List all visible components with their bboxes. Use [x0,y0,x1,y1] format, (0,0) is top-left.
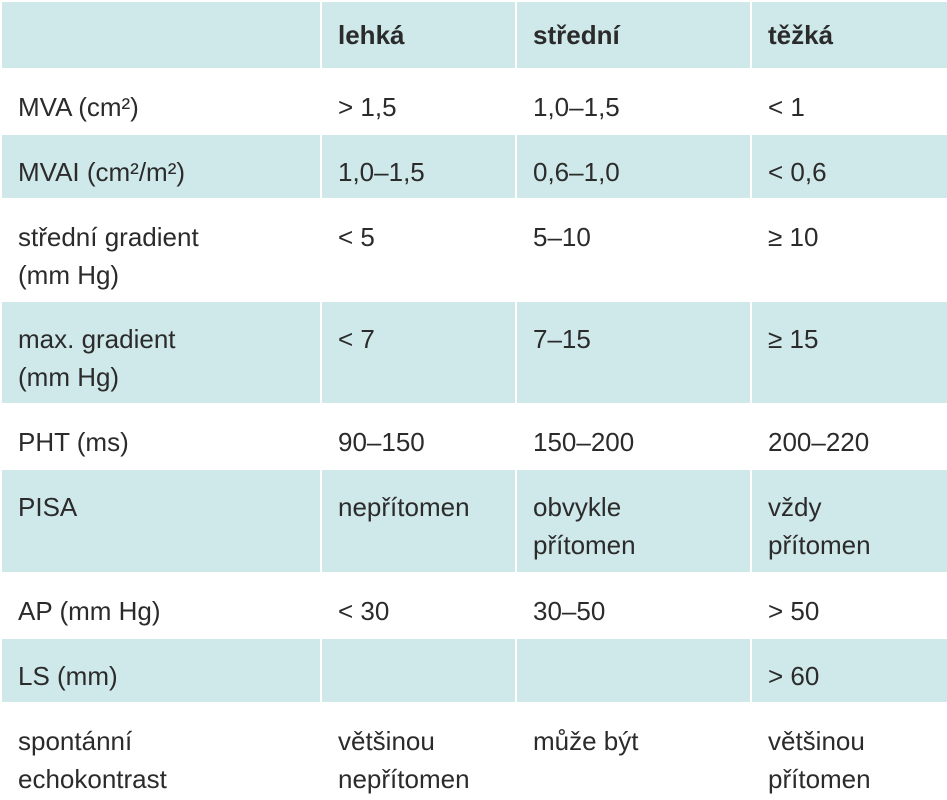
table-row: max. gradient (mm Hg) < 7 7–15 ≥ 15 [0,300,947,405]
table-cell: 90–150 [320,403,517,470]
table-cell: > 60 [750,637,947,704]
table-cell: < 7 [320,300,517,405]
table-cell: < 1 [750,68,947,135]
table-cell: 1,0–1,5 [515,68,752,135]
table-cell: > 50 [750,572,947,639]
table-cell: 30–50 [515,572,752,639]
table-cell: < 30 [320,572,517,639]
table-row: střední gradient (mm Hg) < 5 5–10 ≥ 10 [0,198,947,302]
table-row: PHT (ms) 90–150 150–200 200–220 [0,403,947,470]
table-cell: 0,6–1,0 [515,133,752,200]
table-cell: nepřítomen [320,468,517,574]
header-cell: těžká [750,0,947,70]
table-row: MVAI (cm²/m²) 1,0–1,5 0,6–1,0 < 0,6 [0,133,947,200]
table-cell: 200–220 [750,403,947,470]
header-cell: lehká [320,0,517,70]
table-cell: 1,0–1,5 [320,133,517,200]
table-cell: 5–10 [515,198,752,302]
table-cell: 150–200 [515,403,752,470]
table-cell: ≥ 15 [750,300,947,405]
table-cell: 7–15 [515,300,752,405]
header-cell: střední [515,0,752,70]
table-cell: < 0,6 [750,133,947,200]
table-cell: MVAI (cm²/m²) [0,133,322,200]
table-cell: vždy přítomen [750,468,947,574]
table-row: spontánní echokontrast většinou nepřítome… [0,702,947,800]
table-cell: > 1,5 [320,68,517,135]
table-cell: spontánní echokontrast [0,702,322,800]
table-cell: MVA (cm²) [0,68,322,135]
table-cell [320,637,517,704]
header-cell [0,0,322,70]
table-cell: většinou nepřítomen [320,702,517,800]
table-row: LS (mm) > 60 [0,637,947,704]
table-cell: PHT (ms) [0,403,322,470]
table-cell: AP (mm Hg) [0,572,322,639]
table-row: AP (mm Hg) < 30 30–50 > 50 [0,572,947,639]
table-cell [515,637,752,704]
table-cell: může být [515,702,752,800]
table-row: lehká střední těžká [0,0,947,70]
table-cell: obvykle přítomen [515,468,752,574]
table-cell: < 5 [320,198,517,302]
table-cell: LS (mm) [0,637,322,704]
table-row: PISA nepřítomen obvykle přítomen vždy příto… [0,468,947,574]
table-cell: PISA [0,468,322,574]
table-row: MVA (cm²) > 1,5 1,0–1,5 < 1 [0,68,947,135]
table-cell: max. gradient (mm Hg) [0,300,322,405]
table-cell: většinou přítomen [750,702,947,800]
table-cell: ≥ 10 [750,198,947,302]
table-cell: střední gradient (mm Hg) [0,198,322,302]
